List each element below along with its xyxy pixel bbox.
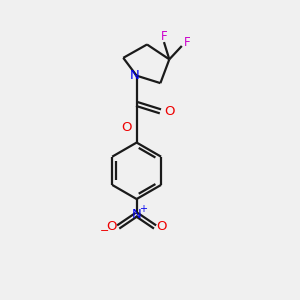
Text: O: O [156, 220, 167, 233]
Text: N: N [132, 208, 142, 221]
Text: F: F [184, 36, 190, 49]
Text: N: N [129, 69, 139, 82]
Text: −: − [100, 226, 110, 236]
Text: +: + [139, 204, 147, 214]
Text: O: O [164, 105, 175, 118]
Text: O: O [121, 121, 131, 134]
Text: F: F [161, 30, 167, 43]
Text: O: O [106, 220, 117, 233]
